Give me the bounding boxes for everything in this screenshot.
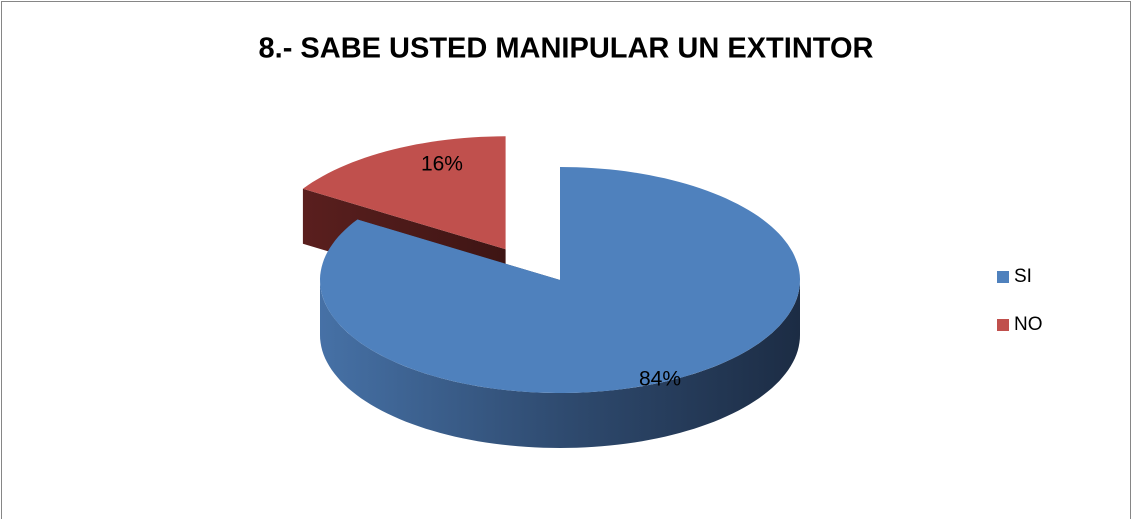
legend-label: SI	[1014, 266, 1032, 287]
slice	[320, 167, 800, 393]
legend-swatch	[997, 319, 1009, 331]
slice-side	[320, 280, 800, 448]
legend-swatch	[997, 271, 1009, 283]
slice	[302, 136, 506, 250]
legend-label: NO	[1014, 314, 1043, 335]
chart-title: 8.- SABE USTED MANIPULAR UN EXTINTOR	[259, 33, 874, 65]
data-label: 84%	[639, 368, 681, 391]
data-label: 16%	[421, 153, 463, 176]
legend: SI NO	[997, 266, 1043, 335]
pie: 16% 84%	[302, 136, 800, 448]
